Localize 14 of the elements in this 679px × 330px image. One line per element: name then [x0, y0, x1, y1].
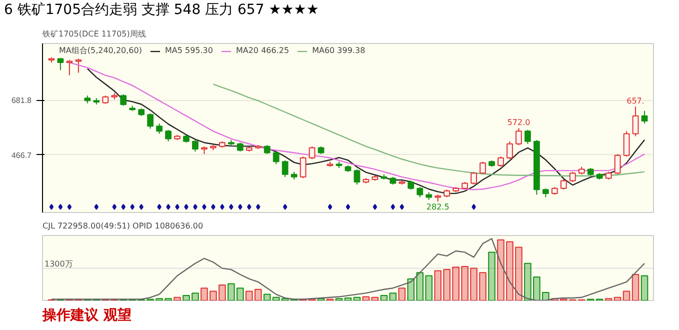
ref-line-label: 1300万 [44, 259, 73, 268]
legend-label: MA20 466.25 [236, 46, 290, 55]
chart-subtitle: 铁矿1705(DCE 11705)周线 [42, 30, 146, 38]
annotation: MA组合(5,240,20,60) [59, 45, 142, 56]
y-tick-label: 466.7 [11, 150, 32, 160]
annotation: 572.0 [507, 118, 530, 128]
y-tick-label: 681.8 [11, 96, 32, 106]
chart-title: 6 铁矿1705合约走弱 支撑 548 压力 657 ★★★★ [4, 1, 319, 20]
annotation: 282.5 [426, 202, 450, 212]
text: 操作建议 观望 [42, 306, 132, 324]
legend-label: MA60 399.38 [312, 46, 366, 55]
annotation: 657. [626, 96, 644, 106]
legend-label: MA5 595.30 [164, 46, 213, 55]
chart-title: CJL 722958.00(49:51) OPID 1080636.00 [42, 222, 204, 230]
